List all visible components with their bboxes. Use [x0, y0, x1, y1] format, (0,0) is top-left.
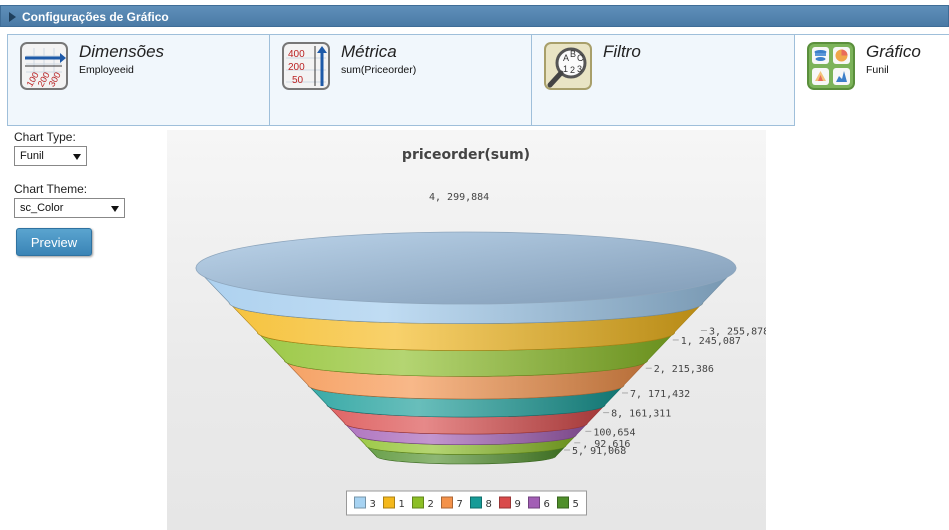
- legend-swatch[interactable]: [499, 496, 511, 509]
- legend-label[interactable]: 5: [573, 499, 579, 510]
- chart-type-select[interactable]: Funil: [14, 146, 87, 166]
- step-metric-title: Métrica: [341, 42, 397, 61]
- step-dimensions-value: Employeeid: [79, 64, 134, 76]
- filter-icon-digit: 2: [570, 65, 575, 75]
- chart-types-icon: [807, 42, 855, 90]
- data-label: 7, 171,432: [630, 389, 690, 400]
- chart-area: priceorder(sum) 4, 299,884 3, 255,878 1, 24…: [167, 130, 766, 530]
- step-filter-title: Filtro: [603, 42, 641, 61]
- legend-swatch[interactable]: [383, 496, 395, 509]
- config-header-title: Configurações de Gráfico: [22, 10, 169, 24]
- metric-tick-label: 400: [288, 49, 305, 60]
- chart-type-value: Funil: [20, 150, 44, 162]
- legend-swatch[interactable]: [528, 496, 540, 509]
- legend-label[interactable]: 1: [399, 499, 405, 510]
- dimensions-axis-icon: 100 200 300: [20, 42, 68, 90]
- legend-label[interactable]: 3: [370, 499, 376, 510]
- legend-swatch[interactable]: [354, 496, 366, 509]
- legend-swatch[interactable]: [557, 496, 569, 509]
- metric-tick-label: 200: [288, 62, 305, 73]
- step-metric[interactable]: 400 200 50 Métrica sum(Priceorder): [269, 34, 532, 126]
- chevron-down-icon: [73, 154, 81, 160]
- step-chart-title: Gráfico: [866, 42, 921, 61]
- legend-label[interactable]: 2: [428, 499, 434, 510]
- legend-swatch[interactable]: [470, 496, 482, 509]
- filter-icon-letter: C: [577, 53, 584, 63]
- legend-label[interactable]: 6: [544, 499, 550, 510]
- legend-label[interactable]: 9: [515, 499, 521, 510]
- legend-label[interactable]: 8: [486, 499, 492, 510]
- preview-button[interactable]: Preview: [16, 228, 92, 256]
- chevron-down-icon: [111, 206, 119, 212]
- filter-icon-digit: 3: [577, 64, 582, 74]
- step-dimensions[interactable]: 100 200 300 Dimensões Employeeid: [7, 34, 270, 126]
- chart-theme-value: sc_Color: [20, 202, 64, 214]
- funnel-top-surface: [195, 231, 737, 305]
- step-chart-value: Funil: [866, 64, 889, 76]
- legend-swatch[interactable]: [412, 496, 424, 509]
- chart-options-panel: Chart Type: Funil Chart Theme: sc_Color …: [14, 130, 164, 256]
- metric-tick-label: 50: [292, 75, 304, 86]
- config-header-bar[interactable]: Configurações de Gráfico: [0, 5, 949, 27]
- data-label: 8, 161,311: [611, 409, 671, 420]
- step-chart[interactable]: Gráfico Funil: [794, 34, 949, 126]
- data-label: 2, 215,386: [654, 364, 714, 375]
- filter-icon-letter: A: [563, 53, 569, 63]
- data-label: 4, 299,884: [429, 192, 489, 203]
- data-label: 5, 91,068: [572, 446, 626, 457]
- legend-label[interactable]: 7: [457, 499, 463, 510]
- metric-axis-icon: 400 200 50: [282, 42, 330, 90]
- data-label: 3, 255,878: [709, 327, 766, 338]
- collapse-triangle-icon[interactable]: [9, 12, 16, 22]
- filter-icon-letter: B: [570, 49, 576, 59]
- chart-theme-label: Chart Theme:: [14, 182, 88, 196]
- step-metric-value: sum(Priceorder): [341, 64, 417, 76]
- chart-type-label: Chart Type:: [14, 130, 76, 144]
- step-dimensions-title: Dimensões: [79, 42, 165, 61]
- data-label: , 92,616: [582, 439, 630, 450]
- chart-legend: [346, 490, 587, 516]
- filter-magnifier-icon: A B C 1 2 3: [544, 42, 592, 90]
- step-filter[interactable]: A B C 1 2 3 Filtro: [531, 34, 795, 126]
- chart-title: priceorder(sum): [402, 147, 530, 163]
- data-label: 1, 245,087: [681, 336, 741, 347]
- wizard-steps: 100 200 300 Dimensões Employeeid 400 200…: [7, 34, 949, 126]
- chart-theme-select[interactable]: sc_Color: [14, 198, 125, 218]
- filter-icon-digit: 1: [563, 64, 568, 74]
- data-label: 100,654: [593, 427, 635, 438]
- legend-swatch[interactable]: [441, 496, 453, 509]
